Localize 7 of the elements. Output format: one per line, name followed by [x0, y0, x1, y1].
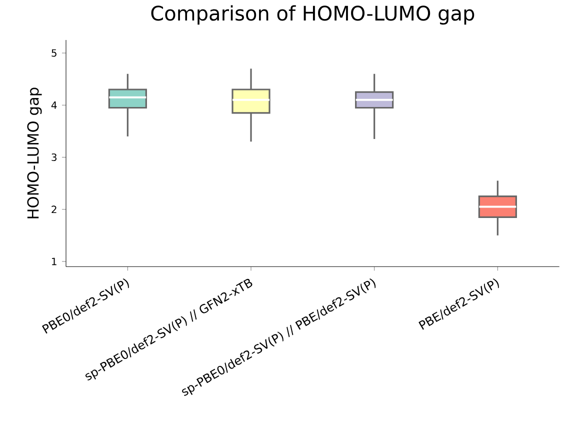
y-tick-label: 4	[51, 102, 57, 109]
y-tick-label: 1	[52, 258, 56, 266]
y-tick-label: 5	[52, 49, 56, 57]
y-tick-label: 3	[52, 153, 56, 162]
y-axis-title: HOMO-LUMO gap	[27, 88, 42, 218]
y-tick-label: 2	[52, 206, 56, 214]
chart-title: Comparison of HOMO-LUMO gap	[151, 5, 474, 25]
